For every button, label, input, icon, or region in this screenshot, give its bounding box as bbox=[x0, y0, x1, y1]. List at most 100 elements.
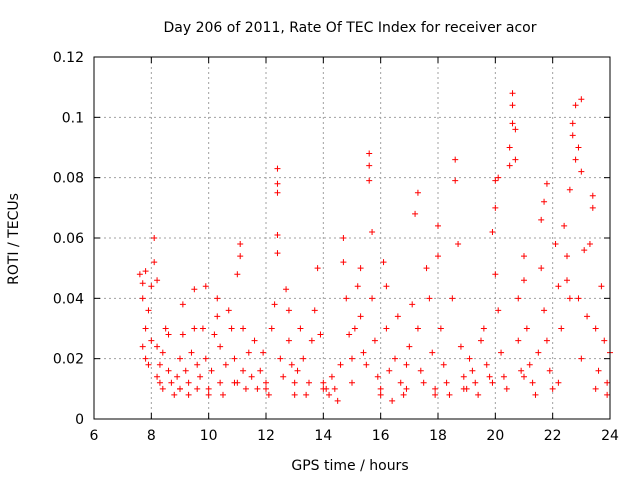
data-point bbox=[552, 241, 559, 248]
data-point bbox=[274, 250, 281, 257]
data-point bbox=[478, 337, 484, 344]
data-point bbox=[377, 385, 384, 392]
data-point bbox=[142, 325, 149, 332]
data-point bbox=[145, 307, 152, 314]
data-point bbox=[466, 355, 473, 362]
data-point bbox=[483, 361, 490, 368]
data-point bbox=[351, 325, 358, 332]
data-point bbox=[432, 385, 439, 392]
data-point bbox=[572, 102, 579, 109]
data-point bbox=[205, 391, 212, 398]
x-tick-label: 6 bbox=[90, 428, 99, 444]
data-point bbox=[188, 349, 195, 356]
data-point bbox=[191, 286, 198, 293]
data-point bbox=[589, 192, 596, 199]
data-point bbox=[277, 355, 284, 362]
data-point bbox=[328, 373, 335, 380]
data-point bbox=[389, 397, 396, 404]
data-point bbox=[242, 385, 249, 392]
data-point bbox=[274, 165, 281, 172]
data-point bbox=[472, 379, 479, 386]
data-point bbox=[455, 241, 462, 248]
y-tick-label: 0 bbox=[75, 412, 84, 428]
data-point bbox=[509, 120, 516, 127]
data-point bbox=[366, 150, 373, 157]
data-point bbox=[489, 379, 496, 386]
data-point bbox=[601, 337, 608, 344]
data-point bbox=[592, 325, 599, 332]
data-point bbox=[397, 379, 404, 386]
data-point bbox=[555, 379, 562, 386]
data-point bbox=[349, 379, 355, 386]
data-point bbox=[489, 228, 496, 235]
data-point bbox=[274, 231, 281, 238]
data-point bbox=[311, 307, 318, 314]
data-point bbox=[174, 373, 181, 380]
data-point bbox=[194, 385, 201, 392]
data-point bbox=[604, 391, 611, 398]
data-point bbox=[595, 367, 602, 374]
data-point bbox=[526, 361, 533, 368]
axis-ticks: 6 8 10 12 14 16 18 20 22 24 0 0.02 0.04 0.06 0.08 0.1 0.… bbox=[53, 50, 619, 444]
data-point bbox=[194, 361, 201, 368]
data-point bbox=[412, 210, 419, 217]
data-point bbox=[139, 295, 146, 302]
data-point bbox=[145, 361, 152, 368]
data-point bbox=[171, 391, 178, 398]
y-axis-label: ROTI / TECUs bbox=[6, 193, 22, 285]
data-point bbox=[403, 385, 410, 392]
data-point bbox=[354, 283, 361, 290]
y-tick-label: 0.08 bbox=[53, 171, 84, 187]
data-point bbox=[566, 295, 573, 302]
data-point bbox=[518, 367, 525, 374]
data-point bbox=[340, 259, 347, 266]
data-point bbox=[151, 235, 158, 241]
data-point bbox=[300, 355, 307, 362]
data-point bbox=[437, 325, 444, 332]
x-tick-label: 18 bbox=[429, 428, 447, 444]
x-tick-label: 14 bbox=[314, 428, 332, 444]
data-point bbox=[283, 286, 290, 293]
data-point bbox=[578, 355, 585, 362]
data-point bbox=[492, 177, 499, 184]
data-point bbox=[503, 385, 510, 392]
data-point bbox=[154, 277, 161, 284]
data-point bbox=[317, 331, 324, 338]
data-point bbox=[584, 313, 591, 320]
y-tick-label: 0.1 bbox=[62, 110, 84, 126]
data-point bbox=[561, 222, 568, 229]
data-point bbox=[420, 379, 427, 386]
data-point bbox=[211, 331, 218, 338]
data-point bbox=[414, 325, 421, 332]
data-point bbox=[162, 325, 169, 332]
data-point bbox=[564, 277, 570, 284]
data-point bbox=[423, 265, 430, 272]
y-tick-label: 0.02 bbox=[53, 352, 84, 368]
data-point bbox=[202, 355, 209, 362]
data-point bbox=[543, 180, 550, 187]
data-point bbox=[515, 337, 522, 344]
data-point bbox=[521, 253, 527, 260]
data-point bbox=[142, 268, 149, 275]
data-point bbox=[509, 90, 516, 97]
plot-frame bbox=[93, 56, 611, 420]
data-point bbox=[326, 391, 333, 398]
data-point bbox=[337, 361, 344, 368]
data-point bbox=[274, 189, 281, 196]
data-point bbox=[197, 373, 204, 380]
data-point bbox=[529, 379, 536, 386]
data-point bbox=[320, 385, 327, 392]
data-point bbox=[492, 271, 499, 278]
data-point bbox=[237, 253, 244, 260]
x-tick-label: 16 bbox=[372, 428, 390, 444]
data-point bbox=[357, 265, 364, 272]
data-point bbox=[512, 156, 519, 163]
data-point bbox=[541, 307, 548, 314]
data-point bbox=[291, 391, 298, 398]
data-point bbox=[191, 325, 198, 332]
data-point bbox=[177, 355, 183, 362]
data-point bbox=[589, 204, 596, 211]
data-point bbox=[371, 337, 378, 344]
data-point bbox=[429, 349, 436, 356]
